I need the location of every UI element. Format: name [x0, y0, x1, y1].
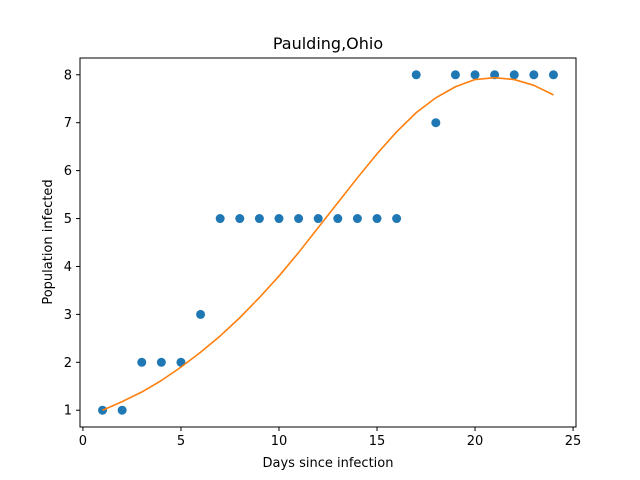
- plot-area: [79, 57, 577, 428]
- y-axis-label: Population infected: [41, 179, 56, 304]
- y-axis: 1 2 3 4 5 6 7 8: [64, 68, 80, 419]
- x-tick-label: 15: [369, 434, 386, 449]
- scatter-point: [196, 309, 206, 319]
- scatter-point: [274, 214, 284, 224]
- scatter-point: [235, 214, 245, 224]
- scatter-point: [490, 70, 500, 80]
- scatter-point: [137, 357, 147, 367]
- scatter-point: [352, 214, 362, 224]
- y-tick-label: 1: [64, 404, 72, 419]
- x-tick-label: 10: [271, 434, 288, 449]
- scatter-point: [98, 405, 108, 415]
- x-axis: 0 5 10 15 20 25: [79, 427, 582, 449]
- scatter-point: [333, 214, 343, 224]
- scatter-point: [431, 118, 441, 128]
- y-tick-label: 4: [64, 260, 72, 275]
- scatter-point: [548, 70, 558, 80]
- plot-frame: [79, 57, 577, 428]
- scatter-point: [294, 214, 304, 224]
- scatter-point: [509, 70, 519, 80]
- scatter-point: [411, 70, 421, 80]
- scatter-point: [156, 357, 166, 367]
- y-tick-label: 8: [64, 68, 72, 83]
- y-tick-label: 2: [64, 356, 72, 371]
- x-tick-label: 20: [467, 434, 484, 449]
- scatter-point: [470, 70, 480, 80]
- scatter-point: [313, 214, 323, 224]
- scatter-point: [529, 70, 539, 80]
- x-tick-label: 0: [79, 434, 87, 449]
- scatter-point: [372, 214, 382, 224]
- scatter-point: [117, 405, 127, 415]
- x-tick-label: 25: [565, 434, 582, 449]
- y-tick-label: 5: [64, 212, 72, 227]
- y-tick-label: 3: [64, 308, 72, 323]
- scatter-point: [392, 214, 402, 224]
- scatter-point: [215, 214, 225, 224]
- y-tick-label: 7: [64, 116, 72, 131]
- scatter-point: [450, 70, 460, 80]
- fit-line: [102, 76, 554, 411]
- x-axis-label: Days since infection: [263, 456, 394, 471]
- y-tick-label: 6: [64, 164, 72, 179]
- chart-title: Paulding,Ohio: [273, 34, 383, 53]
- scatter-point: [254, 214, 264, 224]
- x-tick-label: 5: [177, 434, 185, 449]
